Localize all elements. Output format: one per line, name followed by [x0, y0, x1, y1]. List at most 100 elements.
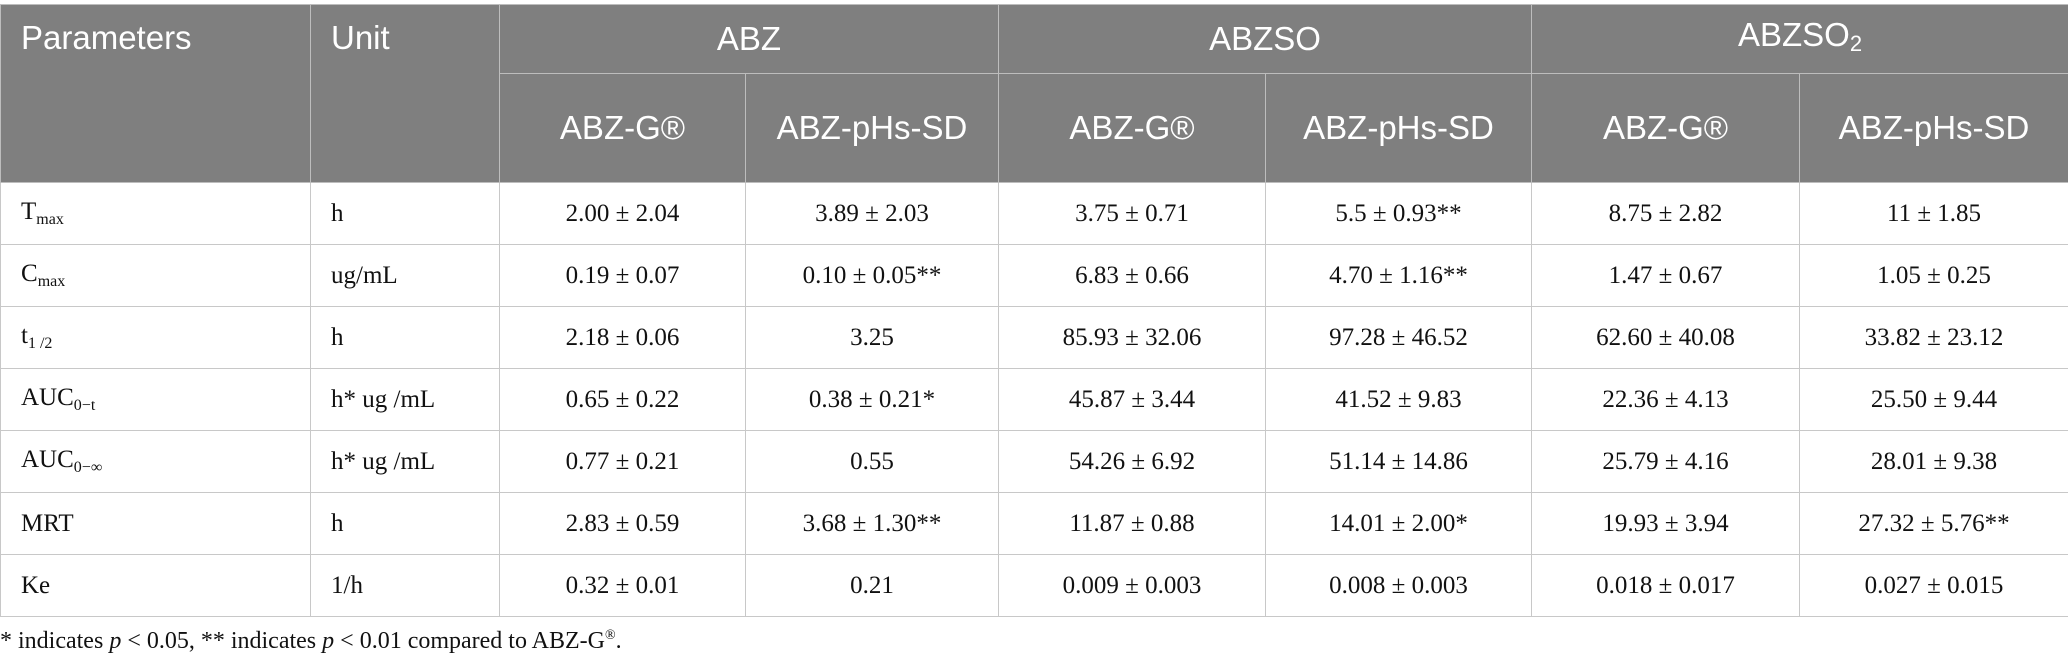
footnote-text: < 0.05, ** indicates: [121, 628, 323, 654]
value-cell: 0.21: [745, 554, 999, 617]
footnote: * indicates p < 0.05, ** indicates p < 0…: [0, 628, 622, 655]
value-cell: 0.65 ± 0.22: [499, 368, 746, 431]
parameter-cell: Ke: [0, 554, 311, 617]
footnote-text: ®: [604, 628, 616, 643]
header-cell: Parameters: [0, 4, 311, 183]
value-cell: 33.82 ± 23.12: [1799, 306, 2068, 369]
value-cell: 22.36 ± 4.13: [1531, 368, 1801, 431]
value-cell: 41.52 ± 9.83: [1264, 368, 1533, 431]
data-table: Parameters Unit ABZ ABZSO ABZSO2 ABZ-G® ABZ-p…: [0, 4, 2068, 617]
text: Ke: [21, 571, 51, 599]
value-cell: 2.83 ± 0.59: [499, 492, 746, 555]
parameter-cell: Tmax: [0, 182, 311, 245]
value-cell: 4.70 ± 1.16**: [1264, 244, 1533, 307]
subheader: ABZ-pHs-SD: [1799, 73, 2068, 183]
group-header: ABZ: [499, 4, 999, 74]
value-cell: 51.14 ± 14.86: [1264, 430, 1533, 493]
table-body: Tmax h 2.00 ± 2.04 3.89 ± 2.03 3.75 ± 0.71 5.…: [0, 182, 2068, 617]
value-cell: 28.01 ± 9.38: [1799, 430, 2068, 493]
text: ABZSO: [1737, 15, 1850, 53]
group-header: ABZSO2: [1531, 4, 2068, 74]
value-cell: 25.50 ± 9.44: [1799, 368, 2068, 431]
parameter-cell: AUC0−t: [0, 368, 311, 431]
parameter-cell: Cmax: [0, 244, 311, 307]
text: T: [21, 198, 37, 225]
unit-cell: 1/h: [310, 554, 500, 617]
value-cell: 6.83 ± 0.66: [998, 244, 1266, 307]
text: MRT: [21, 509, 74, 537]
subheader: ABZ-pHs-SD: [1264, 73, 1533, 183]
unit-cell: h: [310, 492, 500, 555]
subscript: 0−t: [73, 397, 96, 414]
subscript: 2: [1849, 30, 1863, 56]
footnote-text: .: [615, 628, 622, 654]
text: ABZ: [716, 20, 782, 57]
text: AUC: [21, 446, 74, 473]
table-row: AUC0−∞ h* ug /mL 0.77 ± 0.21 0.55 54.26 ± 6.…: [0, 430, 2068, 493]
text: ABZSO: [1209, 20, 1321, 57]
table-row: MRT h 2.83 ± 0.59 3.68 ± 1.30** 11.87 ± 0.88…: [0, 492, 2068, 555]
value-cell: 54.26 ± 6.92: [998, 430, 1266, 493]
value-cell: 14.01 ± 2.00*: [1264, 492, 1533, 555]
subheader: ABZ-pHs-SD: [745, 73, 999, 183]
subscript: 1 /2: [27, 335, 53, 352]
footnote-text: < 0.01 compared to ABZ-G: [334, 628, 605, 654]
value-cell: 3.89 ± 2.03: [745, 182, 999, 245]
value-cell: 25.79 ± 4.16: [1531, 430, 1801, 493]
value-cell: 19.93 ± 3.94: [1531, 492, 1801, 555]
unit-cell: h* ug /mL: [310, 368, 500, 431]
value-cell: 0.10 ± 0.05**: [745, 244, 999, 307]
value-cell: 27.32 ± 5.76**: [1799, 492, 2068, 555]
value-cell: 8.75 ± 2.82: [1531, 182, 1801, 245]
value-cell: 5.5 ± 0.93**: [1264, 182, 1533, 245]
value-cell: 62.60 ± 40.08: [1531, 306, 1801, 369]
value-cell: 0.77 ± 0.21: [499, 430, 746, 493]
subheader: ABZ-G®: [499, 73, 746, 183]
value-cell: 0.38 ± 0.21*: [745, 368, 999, 431]
value-cell: 0.008 ± 0.003: [1264, 554, 1533, 617]
value-cell: 2.18 ± 0.06: [499, 306, 746, 369]
text: t: [21, 322, 28, 349]
parameter-cell: AUC0−∞: [0, 430, 311, 493]
table-row: Cmax ug/mL 0.19 ± 0.07 0.10 ± 0.05** 6.83 ± …: [0, 244, 2068, 307]
subscript: 0−∞: [73, 459, 103, 476]
value-cell: 45.87 ± 3.44: [998, 368, 1266, 431]
footnote-text: p: [109, 628, 122, 654]
value-cell: 3.75 ± 0.71: [998, 182, 1266, 245]
value-cell: 11 ± 1.85: [1799, 182, 2068, 245]
value-cell: 2.00 ± 2.04: [499, 182, 746, 245]
footnote-text: * indicates: [0, 628, 110, 654]
table-row: Ke 1/h 0.32 ± 0.01 0.21 0.009 ± 0.003 0.008 ±…: [0, 554, 2068, 617]
value-cell: 0.32 ± 0.01: [499, 554, 746, 617]
unit-cell: h: [310, 182, 500, 245]
table-row: Tmax h 2.00 ± 2.04 3.89 ± 2.03 3.75 ± 0.71 5.…: [0, 182, 2068, 245]
value-cell: 0.018 ± 0.017: [1531, 554, 1801, 617]
unit-cell: h* ug /mL: [310, 430, 500, 493]
subscript: max: [37, 273, 66, 290]
table-row: AUC0−t h* ug /mL 0.65 ± 0.22 0.38 ± 0.21* 45…: [0, 368, 2068, 431]
group-header: ABZSO: [997, 4, 1533, 74]
value-cell: 0.009 ± 0.003: [998, 554, 1266, 617]
text: C: [21, 260, 38, 287]
parameter-cell: t1 /2: [0, 306, 311, 369]
subscript: max: [36, 211, 64, 228]
subheader: ABZ-G®: [998, 73, 1266, 183]
unit-cell: ug/mL: [310, 244, 500, 307]
value-cell: 85.93 ± 32.06: [998, 306, 1266, 369]
value-cell: 1.05 ± 0.25: [1799, 244, 2068, 307]
value-cell: 0.19 ± 0.07: [499, 244, 746, 307]
footnote-text: p: [322, 628, 335, 654]
table-row: t1 /2 h 2.18 ± 0.06 3.25 85.93 ± 32.06 97.28 …: [0, 306, 2068, 369]
table-header: Parameters Unit ABZ ABZSO ABZSO2 ABZ-G® ABZ-p…: [0, 4, 2068, 183]
value-cell: 11.87 ± 0.88: [998, 492, 1266, 555]
value-cell: 0.55: [745, 430, 999, 493]
value-cell: 97.28 ± 46.52: [1264, 306, 1533, 369]
parameter-cell: MRT: [0, 492, 311, 555]
value-cell: 1.47 ± 0.67: [1531, 244, 1801, 307]
text: AUC: [21, 384, 74, 411]
unit-cell: h: [310, 306, 500, 369]
header-cell: Unit: [310, 4, 500, 183]
subheader: ABZ-G®: [1531, 73, 1801, 183]
value-cell: 3.25: [745, 306, 999, 369]
